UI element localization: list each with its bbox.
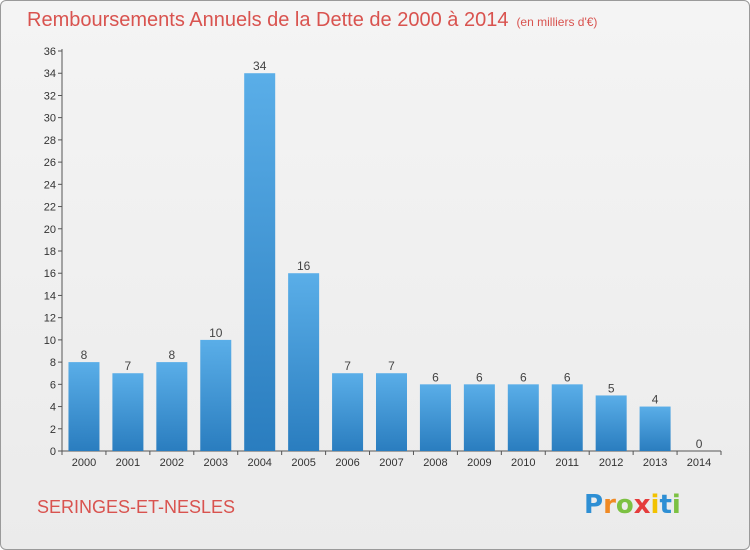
data-label: 8 (168, 348, 175, 362)
y-tick-label: 6 (50, 379, 56, 391)
data-label: 8 (81, 348, 88, 362)
x-tick-label: 2009 (467, 457, 491, 469)
y-tick-label: 36 (44, 46, 56, 58)
x-tick-label: 2011 (555, 457, 579, 469)
data-label: 10 (209, 326, 223, 340)
title-text: Remboursements Annuels de la Dette de 20… (27, 9, 509, 31)
bar (112, 373, 144, 451)
bar (288, 273, 320, 451)
bar (463, 384, 495, 451)
x-tick-label: 2005 (291, 457, 315, 469)
y-tick-label: 8 (50, 357, 56, 369)
data-label: 7 (388, 359, 395, 373)
x-tick-label: 2006 (335, 457, 359, 469)
logo-letter: i (671, 490, 681, 520)
bar (244, 73, 276, 451)
x-tick-label: 2008 (423, 457, 447, 469)
x-tick-label: 2002 (160, 457, 184, 469)
chart-title: Remboursements Annuels de la Dette de 20… (27, 9, 597, 32)
y-tick-label: 16 (44, 268, 56, 280)
data-label: 34 (253, 59, 267, 73)
logo-letter: t (659, 490, 672, 520)
bar (68, 362, 100, 451)
x-tick-label: 2014 (687, 457, 711, 469)
bar (156, 362, 188, 451)
x-tick-label: 2012 (599, 457, 623, 469)
chart-subtitle: (en milliers d'€) (516, 15, 598, 29)
bar (551, 384, 583, 451)
data-label: 5 (608, 381, 615, 395)
x-tick-label: 2001 (116, 457, 140, 469)
y-tick-label: 12 (44, 313, 56, 325)
data-label: 7 (125, 359, 132, 373)
y-tick-label: 32 (44, 90, 56, 102)
y-tick-label: 34 (44, 68, 56, 80)
x-tick-label: 2010 (511, 457, 535, 469)
x-tick-label: 2003 (204, 457, 228, 469)
x-tick-label: 2000 (72, 457, 96, 469)
data-label: 16 (297, 259, 311, 273)
bar (595, 395, 627, 451)
data-label: 0 (696, 437, 703, 451)
commune-name: SERINGES-ET-NESLES (37, 497, 236, 517)
bars (68, 73, 671, 451)
logo-letter: x (633, 490, 651, 520)
proxiti-logo: Proxiti (584, 490, 681, 520)
data-labels: 8 7 8 10 34 16 7 7 6 6 6 6 5 4 0 (81, 59, 703, 451)
bar (639, 406, 671, 451)
x-tick-label: 2013 (643, 457, 667, 469)
logo-letter: r (603, 490, 616, 520)
data-label: 6 (564, 370, 571, 384)
bar (419, 384, 451, 451)
y-tick-label: 18 (44, 246, 56, 258)
y-tick-label: 10 (44, 335, 56, 347)
y-tick-label: 28 (44, 135, 56, 147)
logo-letter: P (584, 490, 604, 520)
y-tick-label: 4 (50, 402, 56, 414)
y-tick-label: 24 (44, 179, 56, 191)
bar (200, 339, 232, 451)
x-tick-label: 2007 (379, 457, 403, 469)
y-tick-label: 30 (44, 113, 56, 125)
bar (507, 384, 539, 451)
data-label: 7 (344, 359, 351, 373)
logo-letter: o (615, 490, 634, 520)
data-label: 6 (476, 370, 483, 384)
y-tick-label: 20 (44, 224, 56, 236)
data-label: 6 (432, 370, 439, 384)
logo-letter: i (650, 490, 660, 520)
y-tick-label: 0 (50, 446, 56, 458)
data-label: 4 (652, 393, 659, 407)
y-tick-label: 26 (44, 157, 56, 169)
bar (332, 373, 364, 451)
bar (376, 373, 407, 451)
y-tick-label: 22 (44, 202, 56, 214)
data-label: 6 (520, 370, 527, 384)
x-tick-label: 2004 (247, 457, 271, 469)
y-tick-label: 2 (50, 424, 56, 436)
y-tick-label: 14 (44, 290, 56, 302)
